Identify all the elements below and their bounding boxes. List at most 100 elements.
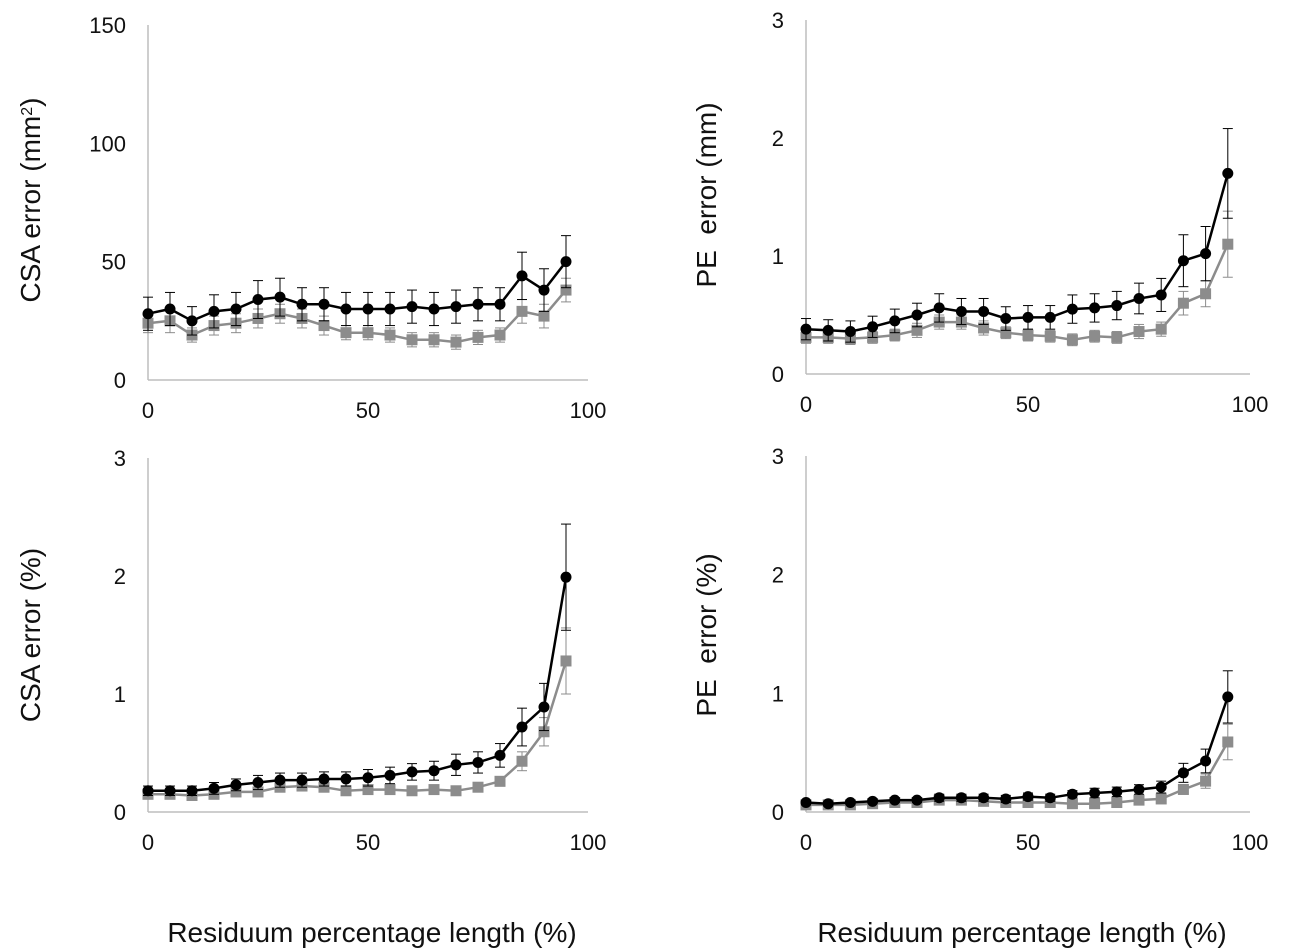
data-point-circle xyxy=(1089,787,1101,799)
data-point-square xyxy=(978,322,990,334)
x-tick-label: 50 xyxy=(1016,392,1040,417)
data-point-circle xyxy=(208,782,220,794)
data-point-circle xyxy=(955,792,967,804)
panel-pe-error-mm: PE error (mm) 0 1 2 3 0 50 100 xyxy=(691,8,1268,417)
data-point-square xyxy=(230,786,242,798)
data-point-square xyxy=(1133,794,1145,806)
data-point-square xyxy=(1155,793,1167,805)
data-point-circle xyxy=(911,794,923,806)
data-point-square xyxy=(406,785,418,797)
x-tick-label: 50 xyxy=(356,830,380,855)
x-tick-label: 50 xyxy=(356,398,380,423)
data-point-circle xyxy=(889,794,901,806)
data-point-circle xyxy=(1089,302,1101,314)
data-point-circle xyxy=(340,773,352,785)
data-point-circle xyxy=(978,305,990,317)
data-point-circle xyxy=(538,284,550,296)
data-point-circle xyxy=(1044,311,1056,323)
data-point-square xyxy=(1089,330,1101,342)
data-point-circle xyxy=(230,303,242,315)
data-point-circle xyxy=(406,301,418,313)
data-point-circle xyxy=(1222,167,1234,179)
data-point-square xyxy=(318,320,330,332)
data-point-circle xyxy=(274,291,286,303)
data-point-square xyxy=(472,781,484,793)
x-tick-label: 0 xyxy=(800,392,812,417)
data-point-square xyxy=(340,327,352,339)
data-point-circle xyxy=(889,315,901,327)
y-tick-label: 50 xyxy=(102,250,126,275)
data-point-circle xyxy=(1133,783,1145,795)
series-line-gray xyxy=(148,660,568,797)
data-point-square xyxy=(472,331,484,343)
data-point-square xyxy=(1022,329,1034,341)
x-axis-label: Residuum percentage length (%) xyxy=(167,917,576,948)
y-tick-label: 2 xyxy=(772,126,784,151)
y-tick-label: 1 xyxy=(114,682,126,707)
data-point-circle xyxy=(1155,781,1167,793)
data-point-circle xyxy=(1200,755,1212,767)
data-point-square xyxy=(1111,797,1123,809)
y-tick-label: 0 xyxy=(114,800,126,825)
x-tick-label: 0 xyxy=(142,830,154,855)
x-tick-label: 100 xyxy=(1232,830,1269,855)
data-point-circle xyxy=(296,298,308,310)
data-point-square xyxy=(428,334,440,346)
data-point-circle xyxy=(867,795,879,807)
data-point-circle xyxy=(1044,792,1056,804)
data-point-circle xyxy=(867,321,879,333)
data-point-circle xyxy=(822,798,834,810)
data-point-square xyxy=(538,726,550,738)
data-point-square xyxy=(560,655,572,667)
data-point-square xyxy=(1089,798,1101,810)
data-point-circle xyxy=(516,721,528,733)
x-tick-label: 100 xyxy=(570,398,607,423)
data-point-circle xyxy=(252,777,264,788)
data-point-circle xyxy=(340,303,352,315)
data-point-circle xyxy=(560,571,572,583)
data-point-circle xyxy=(1022,311,1034,323)
data-point-circle xyxy=(1111,786,1123,798)
data-point-square xyxy=(516,305,528,317)
data-point-square xyxy=(318,781,330,793)
data-point-circle xyxy=(428,303,440,315)
y-tick-label: 1 xyxy=(772,681,784,706)
data-point-square xyxy=(340,785,352,797)
data-point-square xyxy=(1044,330,1056,342)
data-point-square xyxy=(1222,736,1234,748)
x-tick-label: 0 xyxy=(142,398,154,423)
x-tick-label: 100 xyxy=(1232,392,1269,417)
x-tick-label: 50 xyxy=(1016,830,1040,855)
data-point-circle xyxy=(800,323,812,335)
y-tick-label: 3 xyxy=(114,446,126,471)
data-point-circle xyxy=(1022,791,1034,803)
data-point-circle xyxy=(318,773,330,785)
data-point-square xyxy=(494,329,506,341)
data-point-circle xyxy=(450,759,462,771)
data-point-square xyxy=(516,755,528,767)
data-point-circle xyxy=(1000,793,1012,805)
data-point-circle xyxy=(1200,248,1212,260)
y-tick-label: 3 xyxy=(772,444,784,469)
data-point-circle xyxy=(428,765,440,777)
data-point-square xyxy=(1222,238,1234,250)
data-point-circle xyxy=(406,766,418,778)
data-point-circle xyxy=(252,294,264,306)
data-point-square xyxy=(1000,327,1012,339)
data-point-square xyxy=(384,329,396,341)
data-point-square xyxy=(538,310,550,322)
data-point-circle xyxy=(186,785,198,797)
data-point-circle xyxy=(384,303,396,315)
data-point-circle xyxy=(516,270,528,282)
data-point-circle xyxy=(318,298,330,310)
data-point-square xyxy=(494,775,506,787)
data-point-square xyxy=(1177,783,1189,795)
y-axis-label: PE error (%) xyxy=(691,553,722,716)
data-point-circle xyxy=(1177,255,1189,267)
data-point-circle xyxy=(1222,691,1234,703)
data-point-square xyxy=(1111,331,1123,343)
data-point-square xyxy=(428,784,440,796)
data-point-circle xyxy=(274,774,286,786)
y-axis-label: PE error (mm) xyxy=(691,102,722,287)
